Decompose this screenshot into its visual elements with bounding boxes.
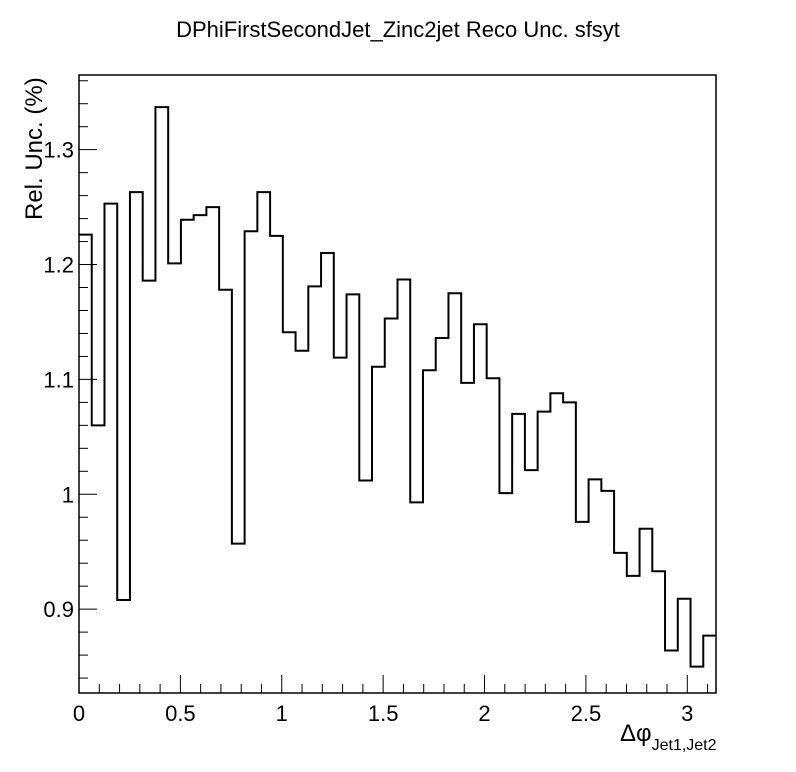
- x-tick-labels: 0 0.5 1 1.5 2 2.5 3: [73, 701, 694, 726]
- chart-title: DPhiFirstSecondJet_Zinc2jet Reco Unc. sf…: [176, 17, 620, 42]
- y-tick-label: 1.1: [43, 367, 74, 392]
- y-tick-label: 1.3: [43, 138, 74, 163]
- y-axis-label: Rel. Unc. (%): [21, 77, 48, 220]
- axis-ticks: [78, 80, 709, 693]
- x-tick-label: 2.5: [571, 701, 602, 726]
- plot-frame: [78, 74, 717, 694]
- x-axis-label-main: Δφ: [620, 720, 652, 747]
- x-tick-label: 2: [478, 701, 490, 726]
- x-tick-label: 0: [73, 701, 85, 726]
- x-axis-label: ΔφJet1,Jet2: [620, 720, 717, 754]
- x-tick-label: 0.5: [165, 701, 196, 726]
- x-tick-label: 3: [681, 701, 693, 726]
- y-tick-label: 1: [62, 482, 74, 507]
- x-tick-label: 1: [276, 701, 288, 726]
- y-tick-label: 1.2: [43, 253, 74, 278]
- y-tick-labels: 0.9 1 1.1 1.2 1.3: [43, 138, 74, 622]
- x-tick-label: 1.5: [368, 701, 399, 726]
- histogram-line: [79, 106, 716, 668]
- x-axis-label-subscript: Jet1,Jet2: [652, 737, 717, 754]
- y-tick-label: 0.9: [43, 597, 74, 622]
